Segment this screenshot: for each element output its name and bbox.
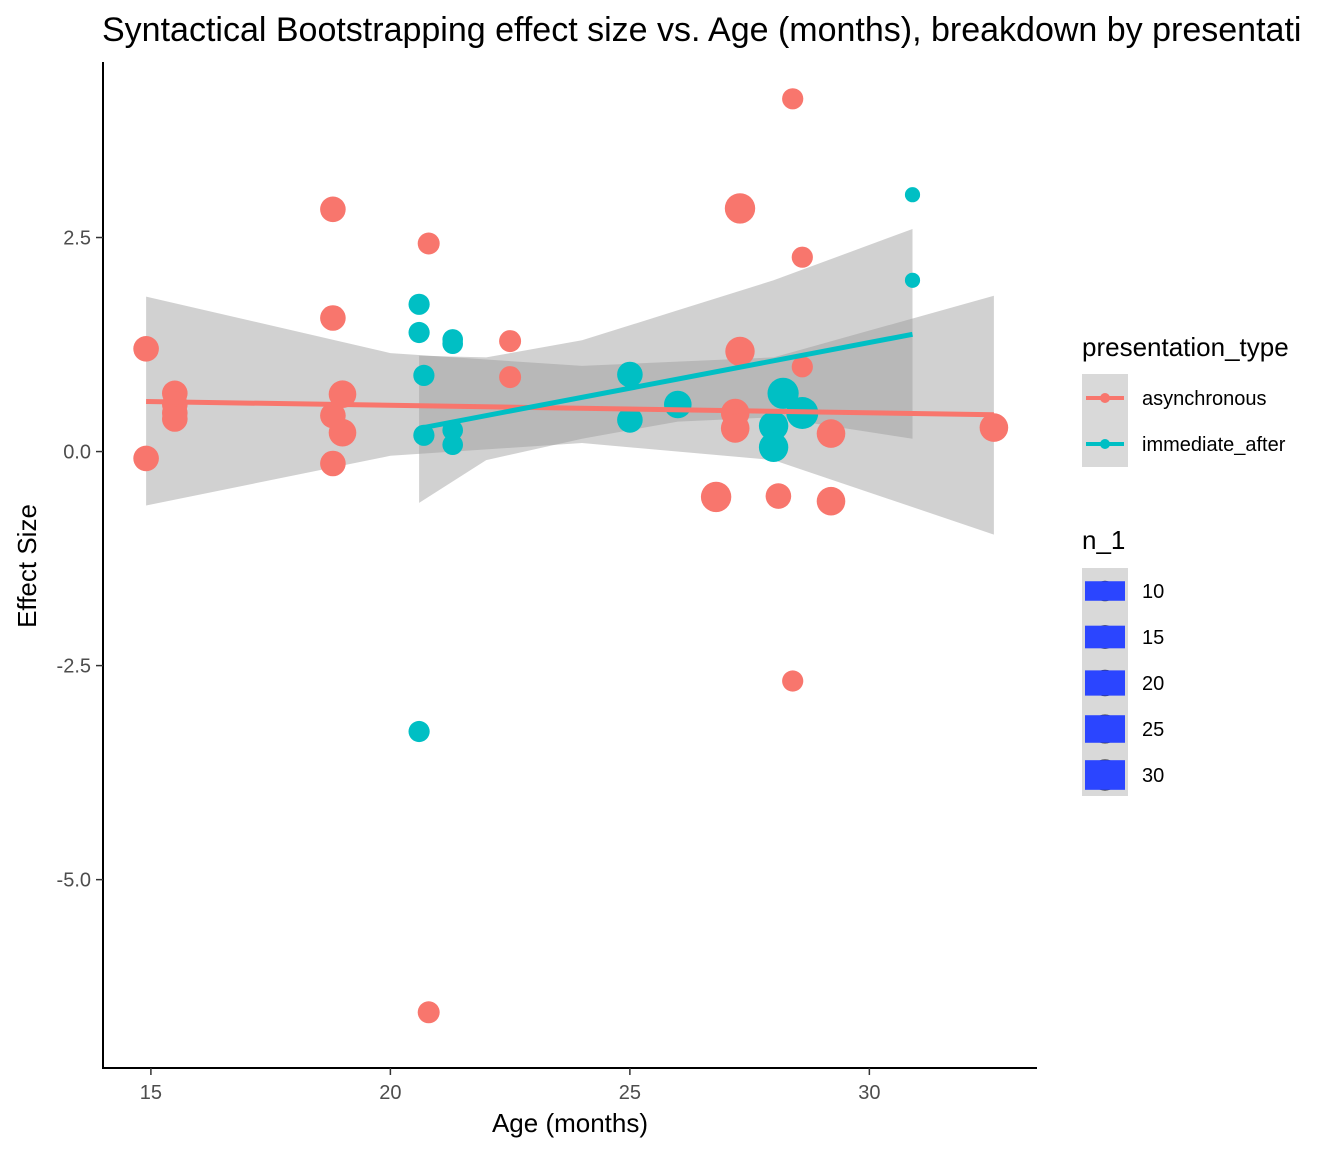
data-point	[782, 88, 804, 110]
legend-label-asynchronous: asynchronous	[1142, 388, 1267, 410]
data-point	[617, 407, 643, 433]
data-point	[617, 361, 643, 388]
y-tick-label: 0.0	[63, 442, 91, 464]
data-point	[162, 406, 188, 432]
axes	[102, 62, 1037, 1069]
legend-size-swatch	[1085, 581, 1125, 601]
data-point	[413, 424, 435, 446]
x-ticks: 15 20 25 30	[140, 1068, 880, 1104]
data-point	[442, 333, 464, 355]
x-axis-title: Age (months)	[492, 1108, 648, 1138]
data-point	[133, 445, 159, 472]
fit-line-asynchronous	[146, 399, 994, 418]
data-point	[700, 481, 732, 513]
data-point	[408, 293, 430, 315]
data-point	[442, 434, 464, 456]
data-point	[767, 377, 799, 409]
fit-line-immediate_after	[418, 331, 913, 431]
data-point	[904, 187, 921, 203]
data-point	[724, 193, 756, 224]
data-points	[133, 88, 1009, 1024]
y-axis-title: Effect Size	[12, 504, 42, 628]
y-ticks: -5.0 -2.5 0.0 2.5	[57, 228, 103, 892]
data-point	[413, 364, 435, 386]
legend: presentation_type asynchronous immediate_…	[1082, 332, 1289, 796]
data-point	[758, 411, 789, 441]
y-tick-label: 2.5	[63, 228, 91, 250]
legend-size-label: 15	[1142, 627, 1164, 649]
x-tick-label: 20	[379, 1082, 401, 1104]
data-point	[782, 670, 804, 692]
data-point	[816, 486, 846, 516]
confidence-ribbons	[146, 229, 994, 535]
data-point	[664, 390, 692, 419]
legend-size-swatch	[1085, 670, 1125, 696]
data-point	[417, 1001, 440, 1024]
legend-size-entries: 10 15 20 25 30	[1082, 568, 1164, 796]
data-point	[408, 321, 430, 344]
legend-size-label: 10	[1142, 581, 1164, 603]
x-tick-label: 15	[140, 1082, 162, 1104]
data-point	[816, 419, 846, 448]
data-point	[408, 720, 430, 743]
data-point	[791, 356, 813, 378]
data-point	[499, 366, 522, 389]
data-point	[133, 336, 159, 362]
legend-size-label: 30	[1142, 765, 1164, 787]
data-point	[320, 196, 346, 223]
data-point	[328, 418, 357, 447]
legend-color-entries: asynchronous immediate_after	[1082, 374, 1286, 467]
confidence-band-immediate_after	[419, 229, 913, 503]
legend-size-swatch	[1085, 760, 1125, 790]
legend-color-title: presentation_type	[1082, 332, 1289, 362]
legend-size-title: n_1	[1082, 525, 1125, 555]
data-point	[720, 414, 750, 443]
legend-key-dot-asynchronous	[1100, 393, 1110, 403]
data-point	[320, 450, 346, 477]
confidence-band-asynchronous	[146, 295, 994, 535]
data-point	[725, 336, 755, 367]
fit-lines	[146, 331, 994, 431]
y-tick-label: -2.5	[57, 656, 91, 678]
legend-key-dot-immediate_after	[1100, 439, 1110, 449]
legend-size-label: 20	[1142, 673, 1164, 695]
x-tick-label: 30	[858, 1082, 880, 1104]
data-point	[765, 483, 792, 509]
data-point	[791, 246, 813, 268]
data-point	[499, 330, 522, 353]
legend-color-key-background	[1082, 374, 1128, 467]
data-point	[417, 232, 440, 255]
legend-size-label: 25	[1142, 719, 1164, 741]
data-point	[758, 432, 789, 462]
data-point	[328, 380, 357, 409]
data-point	[979, 413, 1009, 442]
data-point	[904, 272, 921, 288]
chart-title: Syntactical Bootstrapping effect size vs…	[102, 11, 1301, 49]
x-tick-label: 25	[619, 1082, 641, 1104]
legend-label-immediate_after: immediate_after	[1142, 434, 1286, 456]
data-point	[320, 305, 346, 331]
legend-size-swatch	[1085, 625, 1125, 649]
y-tick-label: -5.0	[57, 870, 91, 892]
legend-size-swatch	[1085, 715, 1125, 743]
